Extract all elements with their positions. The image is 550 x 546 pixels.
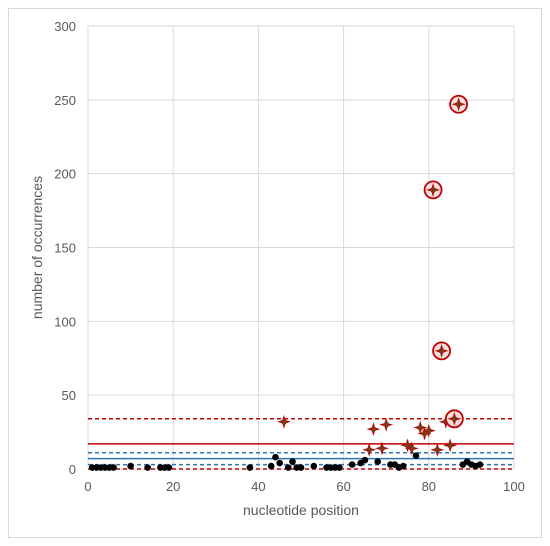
star-point-center [434,447,441,453]
grid [87,25,515,470]
data-point [276,459,284,467]
data-points [88,94,484,471]
star-point-center [421,430,428,437]
circled-star-point-center [451,415,458,422]
data-point [412,452,420,460]
circled-star-point-center [438,348,445,354]
y-tick-label: 150 [54,241,76,256]
data-point [297,464,305,471]
x-tick-label: 20 [166,479,180,494]
data-point [336,464,343,471]
star-point-center [281,418,287,425]
chart-frame: 0 20 40 60 80 100 0 50 100 150 200 250 300 nucleoti… [8,8,542,538]
star-point-center [379,445,385,452]
star-point-center [404,442,411,449]
scatter-chart: 0 20 40 60 80 100 0 50 100 150 200 250 300 nucleoti… [29,19,525,518]
star-point-center [383,421,390,428]
data-point [246,464,254,471]
data-point [348,461,356,468]
star-point-center [426,427,432,434]
star-point-center [408,445,415,452]
x-tick-label: 100 [503,479,525,494]
data-point [165,464,173,471]
data-point [110,464,117,471]
data-point [374,458,381,465]
data-point [272,453,279,461]
data-point [476,461,484,468]
y-axis-ticks: 0 50 100 150 200 250 300 [54,19,76,477]
data-point [127,462,134,470]
data-point [361,456,369,464]
data-point [284,464,292,471]
y-tick-label: 250 [54,93,76,108]
star-point-center [447,442,453,449]
star-point-center [417,424,424,431]
x-tick-label: 40 [251,479,265,494]
data-point [144,464,151,471]
data-point [289,458,296,465]
data-point [267,462,275,470]
x-axis-label: nucleotide position [243,502,359,518]
x-axis-ticks: 0 20 40 60 80 100 [84,479,524,494]
data-point [310,462,318,470]
y-tick-label: 200 [54,167,76,182]
y-tick-label: 0 [69,462,76,477]
y-axis-label: number of occurrences [29,176,45,319]
circled-star-point-center [455,101,462,108]
star-point-center [370,426,377,432]
circled-star-point-center [430,187,436,193]
star-point-center [366,447,372,453]
x-tick-label: 80 [422,479,436,494]
y-tick-label: 50 [62,388,76,403]
x-tick-label: 60 [336,479,350,494]
x-tick-label: 0 [84,479,91,494]
y-tick-label: 100 [54,314,76,329]
data-point [399,462,407,470]
y-tick-label: 300 [54,19,76,34]
